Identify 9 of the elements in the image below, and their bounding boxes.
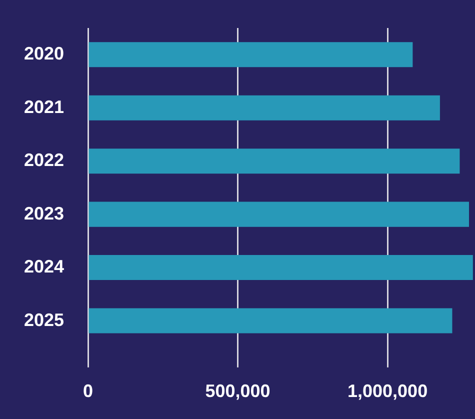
y-tick-label: 2023 — [24, 203, 64, 224]
y-tick-label: 2020 — [24, 44, 64, 64]
y-tick-label: 2021 — [24, 96, 64, 117]
y-tick-label: 2025 — [24, 310, 64, 330]
y-tick-label: 2024 — [24, 256, 64, 277]
x-tick-label: 0 — [82, 381, 94, 402]
y-tick-label: 2022 — [24, 150, 64, 170]
x-tick-label: 500,000 — [205, 381, 270, 402]
x-tick-label: 1,000,000 — [347, 381, 428, 402]
